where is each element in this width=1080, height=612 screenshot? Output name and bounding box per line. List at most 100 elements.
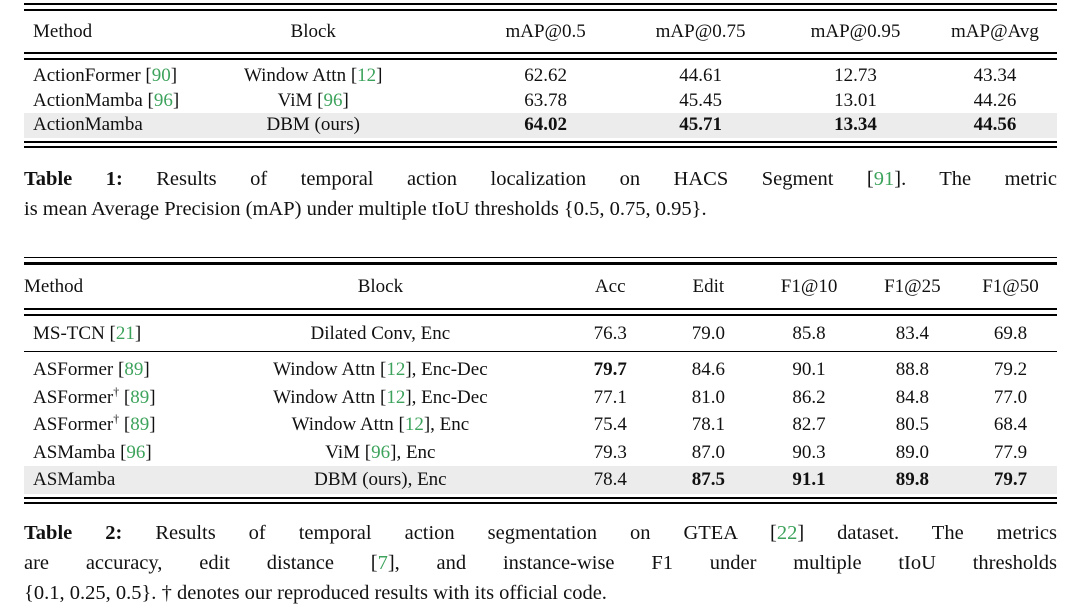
citation-ref: 96 (126, 441, 146, 463)
table-cell: ASMamba (24, 466, 200, 494)
table-rule (24, 496, 1057, 499)
column-header: mAP@Avg (951, 21, 1039, 42)
table-rule (24, 140, 1057, 143)
column-header: Edit (692, 275, 725, 297)
table-cell: 78.4 (561, 466, 660, 494)
table-cell: 75.4 (593, 414, 627, 435)
table-cell: ActionMamba [96] (33, 89, 180, 111)
table-cell: 78.1 (691, 414, 725, 435)
table-cell: 44.26 (973, 89, 1017, 111)
table-cell: ASMamba [96] (33, 441, 152, 463)
table-cell: 12.73 (834, 65, 877, 86)
table-cell: 79.3 (593, 441, 627, 463)
column-header: Method (33, 21, 93, 42)
table-cell: 13.01 (834, 89, 877, 111)
table-cell: ViM [96], Enc (325, 441, 436, 463)
table-cell: ASFormer† [89] (33, 412, 156, 435)
table-cell: 86.2 (792, 386, 826, 408)
dagger-marker: † (113, 385, 120, 399)
column-header: F1@25 (884, 275, 941, 297)
table-cell: Window Attn [12], Enc-Dec (273, 359, 488, 380)
dagger-marker: † (113, 412, 120, 426)
column-header: mAP@0.5 (505, 21, 586, 42)
table-rule (24, 313, 1057, 316)
table-rule (24, 262, 1057, 265)
table-cell: 79.2 (993, 359, 1028, 380)
citation-ref: 91 (873, 167, 895, 190)
table-cell: 91.1 (757, 466, 861, 494)
caption-line: Table 1: Results of temporal action loca… (24, 167, 1057, 190)
table-cell: 44.56 (932, 113, 1057, 138)
table-cell: Window Attn [12] (243, 65, 383, 86)
column-header: Method (24, 275, 84, 297)
table-cell: Window Attn [12], Enc (291, 414, 470, 435)
table-cell: Dilated Conv, Enc (310, 323, 451, 344)
caption-label: Table 2: (24, 521, 123, 544)
table-cell: DBM (ours), Enc (199, 466, 562, 494)
table-cell: ActionMamba (24, 113, 159, 138)
citation-ref: 89 (130, 414, 150, 435)
citation-ref: 96 (153, 89, 173, 111)
column-header: Block (357, 275, 404, 297)
table-cell: 77.9 (993, 441, 1028, 463)
table-cell: 77.1 (593, 386, 627, 408)
table-cell: 79.7 (964, 466, 1057, 494)
caption-line: is mean Average Precision (mAP) under mu… (24, 197, 707, 220)
table-rule (24, 3, 1057, 5)
table-cell: 43.34 (973, 65, 1017, 86)
table-cell: 88.8 (895, 359, 929, 380)
citation-ref: 7 (377, 551, 388, 574)
table-cell: 89.8 (860, 466, 964, 494)
table-cell: ViM [96] (277, 89, 349, 111)
column-header: F1@10 (780, 275, 838, 297)
table-cell: 13.34 (778, 113, 933, 138)
table-rule (24, 350, 1057, 352)
table-cell: 84.8 (895, 386, 929, 408)
table-rule (24, 502, 1057, 504)
table-rule (24, 256, 1057, 258)
citation-ref: 22 (776, 521, 798, 544)
results-table-2: Method Block Acc Edit F1@10 F1@25 F1@50 MS-TCN … (24, 256, 1057, 504)
caption-line: Table 2: Results of temporal action segm… (24, 521, 1057, 544)
table-cell: 82.7 (792, 414, 826, 435)
caption-label: Table 1: (24, 167, 123, 190)
table-cell: 68.4 (993, 414, 1028, 435)
table-cell: ASFormer [89] (33, 359, 150, 380)
table-cell: 76.3 (593, 323, 627, 344)
citation-ref: 89 (124, 359, 144, 380)
table-cell: Window Attn [12], Enc-Dec (273, 386, 488, 408)
citation-ref: 89 (130, 386, 150, 408)
table-cell: 79.7 (593, 359, 627, 380)
table-cell: 79.0 (691, 323, 725, 344)
table-cell: 69.8 (993, 323, 1028, 344)
table-cell: 87.5 (659, 466, 758, 494)
column-header: mAP@0.95 (810, 21, 901, 42)
citation-ref: 21 (115, 323, 135, 344)
citation-ref: 12 (386, 359, 406, 380)
column-header: mAP@0.75 (655, 21, 746, 42)
table-cell: 83.4 (895, 323, 929, 344)
table-1-caption: Table 1: Results of temporal action loca… (24, 164, 1057, 224)
column-header: F1@50 (982, 275, 1039, 297)
table-cell: 80.5 (895, 414, 929, 435)
table-cell: 45.45 (679, 89, 722, 111)
table-cell: 44.61 (679, 65, 722, 86)
table-cell: 45.71 (623, 113, 779, 138)
table-cell: 87.0 (691, 441, 725, 463)
table-cell: DBM (ours) (158, 113, 469, 138)
citation-ref: 12 (386, 386, 406, 408)
table-rule (24, 57, 1057, 60)
caption-line: are accuracy, edit distance [7], and ins… (24, 551, 1058, 574)
citation-ref: 96 (371, 441, 391, 463)
table-cell: 64.02 (468, 113, 624, 138)
citation-ref: 12 (404, 414, 424, 435)
table-cell: 90.1 (792, 359, 826, 380)
table-cell: ASFormer† [89] (33, 385, 156, 408)
table-cell: 81.0 (691, 386, 725, 408)
table-cell: MS-TCN [21] (33, 323, 142, 344)
table-cell: 89.0 (895, 441, 929, 463)
citation-ref: 12 (357, 65, 377, 86)
table-cell: 90.3 (792, 441, 826, 463)
citation-ref: 96 (323, 89, 343, 111)
